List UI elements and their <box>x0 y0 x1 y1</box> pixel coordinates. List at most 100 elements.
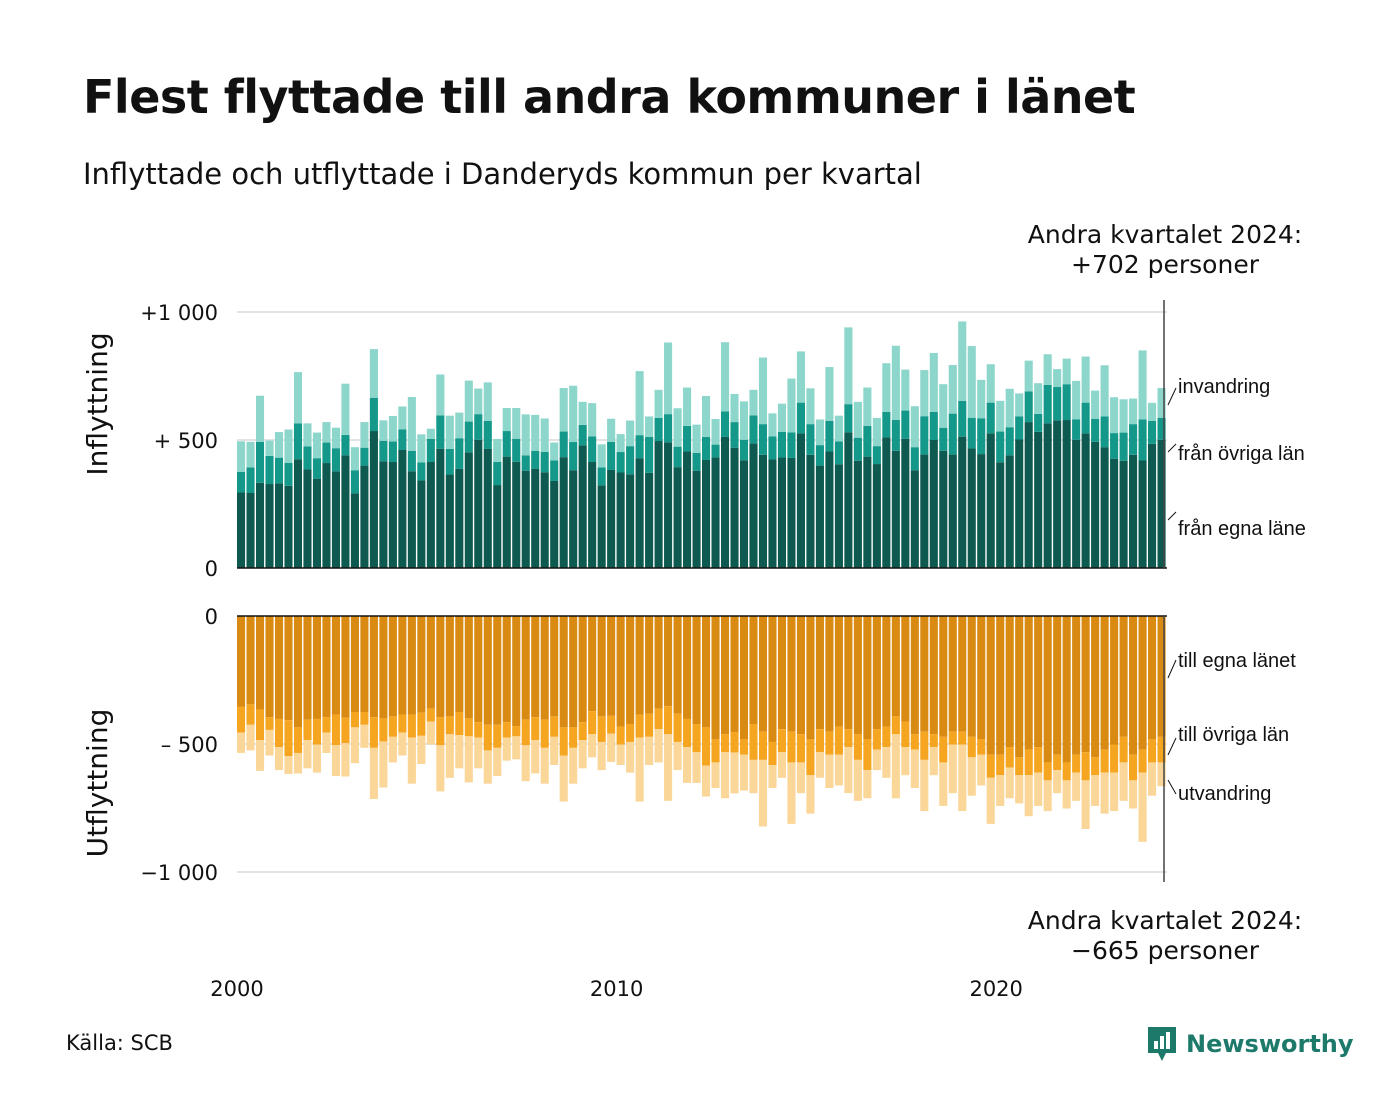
bar-inflow <box>635 435 644 459</box>
bar-inflow <box>1110 458 1119 568</box>
bar-inflow <box>303 423 312 447</box>
bar-inflow <box>398 449 407 568</box>
bar-outflow <box>1119 762 1128 801</box>
bar-outflow <box>237 732 246 753</box>
bar-inflow <box>996 400 1005 432</box>
bar-inflow <box>597 444 606 468</box>
bar-outflow <box>303 719 312 741</box>
bar-outflow <box>901 747 910 776</box>
bar-inflow <box>1119 399 1128 433</box>
bar-inflow <box>967 346 976 418</box>
bar-inflow <box>521 470 530 568</box>
bar-outflow <box>815 752 824 778</box>
bar-outflow <box>815 616 824 730</box>
bar-inflow <box>569 442 578 471</box>
bar-inflow <box>369 397 378 432</box>
series-label-outflow: utvandring <box>1178 783 1271 805</box>
bar-outflow <box>853 759 862 801</box>
bar-outflow <box>1110 616 1119 745</box>
bar-inflow <box>445 415 454 449</box>
bar-outflow <box>360 616 369 712</box>
latest-outflow-note-line1: Andra kvartalet 2024: <box>1027 906 1303 935</box>
bar-outflow <box>331 616 340 715</box>
latest-outflow-note: Andra kvartalet 2024: −665 personer <box>975 906 1355 966</box>
bar-outflow <box>1100 616 1109 750</box>
bar-outflow <box>540 747 549 784</box>
bar-inflow <box>1091 418 1100 442</box>
bar-outflow <box>255 709 265 741</box>
bar-outflow <box>1072 772 1081 801</box>
bar-outflow <box>417 735 426 764</box>
bar-inflow <box>521 455 530 471</box>
bar-outflow <box>531 616 540 718</box>
bar-outflow <box>1062 616 1071 763</box>
bar-outflow <box>996 616 1005 755</box>
brand-logo: Newsworthy <box>1146 1024 1354 1064</box>
bar-inflow <box>588 462 597 568</box>
bar-inflow <box>645 436 654 473</box>
bar-outflow <box>1034 747 1043 773</box>
bar-outflow <box>246 616 255 705</box>
bar-outflow <box>350 616 359 712</box>
bar-inflow <box>426 438 435 463</box>
bar-outflow <box>730 616 739 732</box>
bar-outflow <box>825 754 834 789</box>
bar-inflow <box>882 411 891 438</box>
bar-inflow <box>739 460 749 568</box>
bar-outflow <box>939 762 948 806</box>
bar-inflow <box>711 419 720 445</box>
bar-outflow <box>1148 739 1157 763</box>
bar-inflow <box>312 432 322 459</box>
bar-inflow <box>796 351 805 403</box>
bar-inflow <box>265 484 274 568</box>
y-tick-top: 0 <box>205 557 218 581</box>
bar-inflow <box>901 369 910 411</box>
bar-inflow <box>607 441 616 470</box>
bar-outflow <box>901 721 910 748</box>
bar-inflow <box>274 457 284 484</box>
bar-outflow <box>702 616 711 728</box>
bar-inflow <box>948 413 957 455</box>
bar-inflow <box>474 388 483 415</box>
bar-outflow <box>1015 775 1024 804</box>
series-label-outflow: till övriga län <box>1178 724 1289 746</box>
bar-inflow <box>958 436 967 568</box>
bar-inflow <box>379 440 388 462</box>
bar-inflow <box>483 420 492 449</box>
bar-outflow <box>664 706 673 735</box>
bar-inflow <box>977 418 986 455</box>
bar-outflow <box>626 616 635 725</box>
bar-outflow <box>645 736 654 765</box>
bar-inflow <box>1005 427 1014 456</box>
bar-inflow <box>958 321 967 401</box>
bar-outflow <box>407 616 416 715</box>
bar-inflow <box>806 388 815 425</box>
bar-outflow <box>379 616 388 719</box>
bar-outflow <box>455 712 464 736</box>
bar-outflow <box>910 749 919 789</box>
bar-inflow <box>303 446 312 470</box>
bar-inflow <box>350 447 359 471</box>
bar-inflow <box>1024 360 1033 392</box>
bar-inflow <box>730 447 739 568</box>
bar-outflow <box>1053 754 1062 771</box>
bar-outflow <box>274 747 284 771</box>
bar-inflow <box>863 456 872 568</box>
bar-inflow <box>1081 402 1090 434</box>
bar-inflow <box>350 470 359 494</box>
bar-inflow <box>758 424 768 455</box>
bar-inflow <box>597 467 606 486</box>
bar-inflow <box>531 468 540 568</box>
bar-inflow <box>407 450 416 472</box>
bar-outflow <box>882 726 891 748</box>
bar-outflow <box>806 775 815 814</box>
bar-outflow <box>920 731 929 760</box>
bar-outflow <box>369 747 378 800</box>
bar-outflow <box>607 715 616 734</box>
bar-inflow <box>929 440 938 568</box>
bar-inflow <box>1148 443 1157 568</box>
bar-inflow <box>1138 460 1147 568</box>
bar-outflow <box>464 736 473 783</box>
bar-inflow <box>739 401 749 440</box>
bar-outflow <box>683 616 692 719</box>
